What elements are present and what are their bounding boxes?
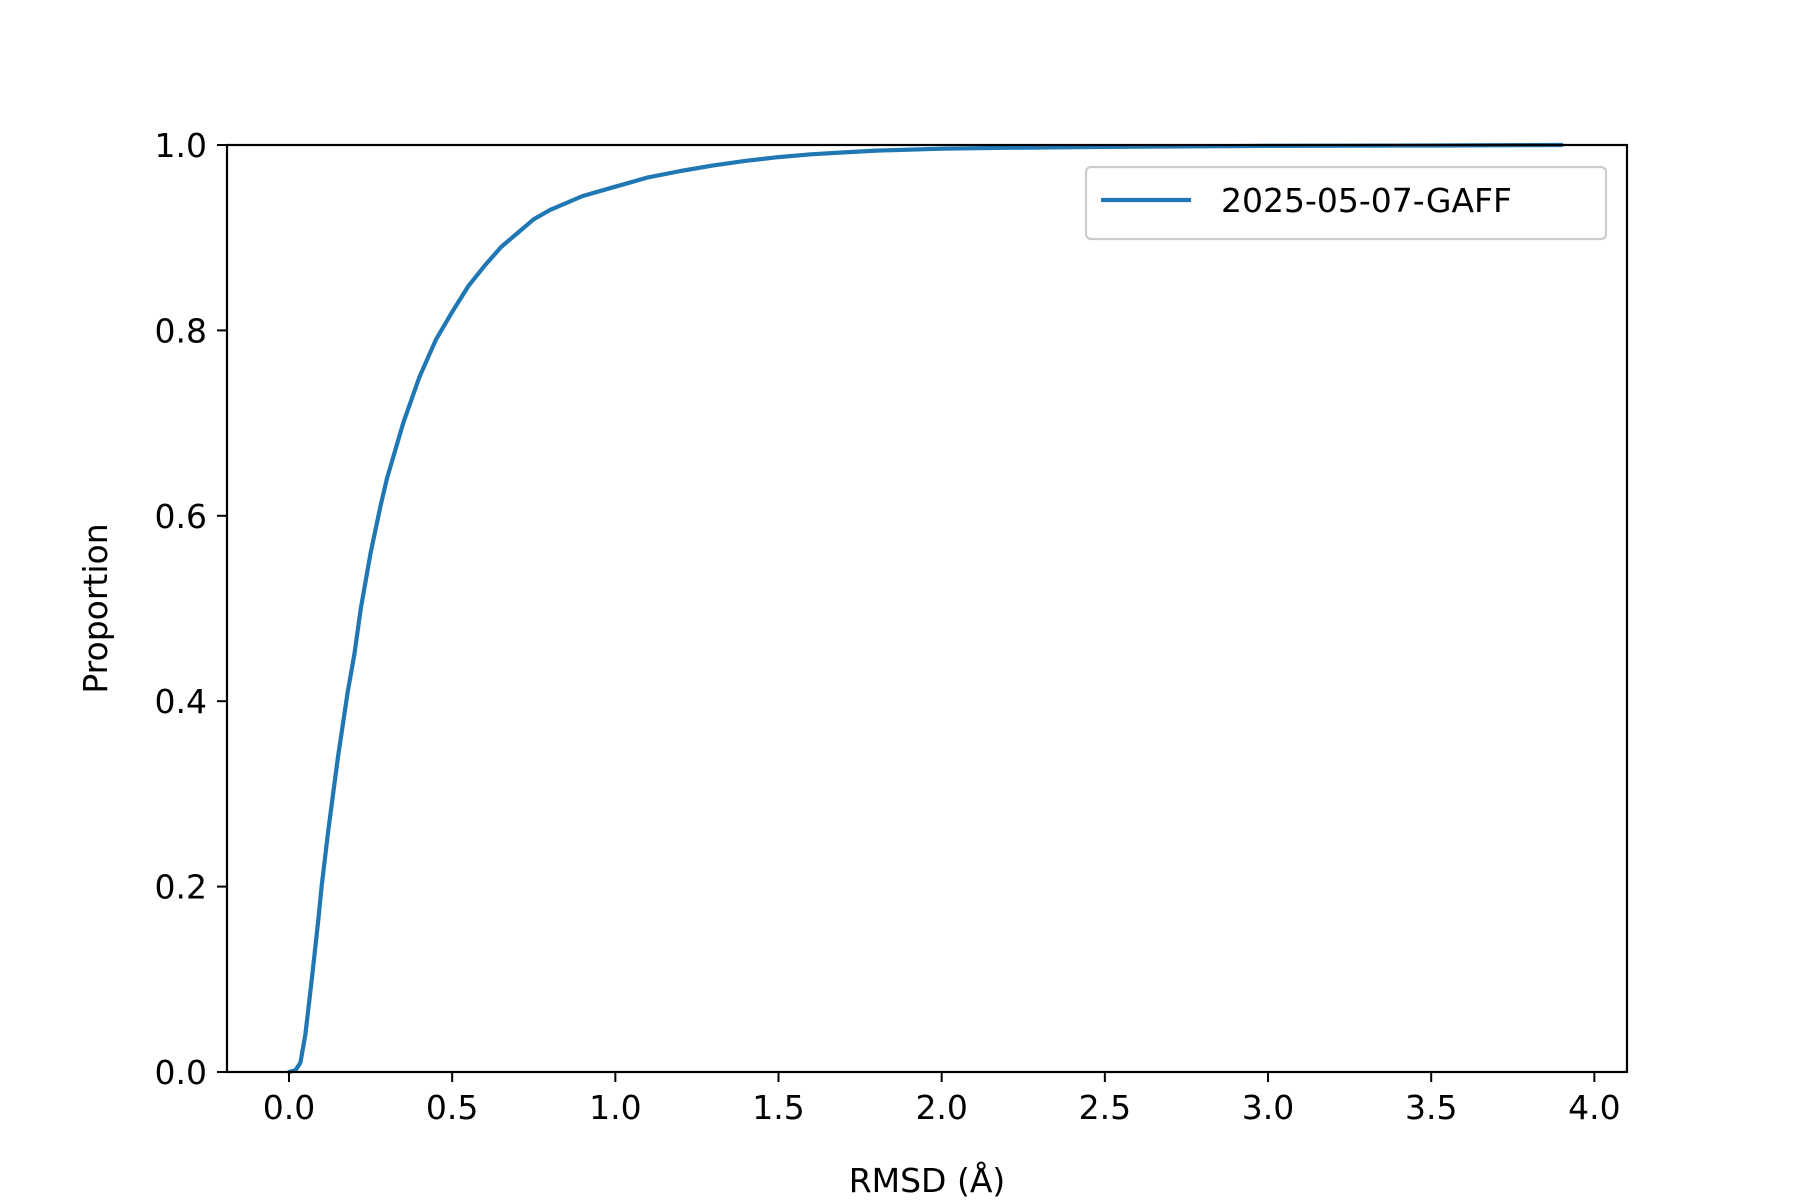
x-tick-label: 1.0 [589,1088,641,1127]
x-tick-label: 0.5 [426,1088,478,1127]
plot-area [225,142,1629,1075]
legend: 2025-05-07-GAFF [1084,165,1608,241]
x-axis: 0.0 0.5 1.0 1.5 2.0 2.5 3.0 3.5 4.0 [263,1072,1621,1127]
x-tick-label: 1.5 [752,1088,804,1127]
x-tick-label: 3.5 [1405,1088,1457,1127]
y-tick-label: 0.8 [155,311,207,350]
legend-box [1084,165,1608,241]
series-line [286,142,1564,1075]
x-tick-label: 2.0 [915,1088,967,1127]
y-tick-label: 0.2 [155,868,207,907]
y-tick-label: 1.0 [155,126,207,165]
y-tick-label: 0.4 [155,682,207,721]
x-tick-label: 4.0 [1568,1088,1620,1127]
x-tick-label: 3.0 [1242,1088,1294,1127]
y-tick-label: 0.0 [155,1053,207,1092]
y-tick-label: 0.6 [155,497,207,536]
x-tick-label: 2.5 [1079,1088,1131,1127]
x-tick-label: 0.0 [263,1088,315,1127]
y-axis: 0.0 0.2 0.4 0.6 0.8 1.0 [155,126,227,1092]
legend-label: 2025-05-07-GAFF [1221,181,1512,220]
y-axis-label: Proportion [76,523,115,693]
x-axis-label: RMSD (Å) [849,1160,1006,1200]
axes-frame [225,143,1629,1074]
